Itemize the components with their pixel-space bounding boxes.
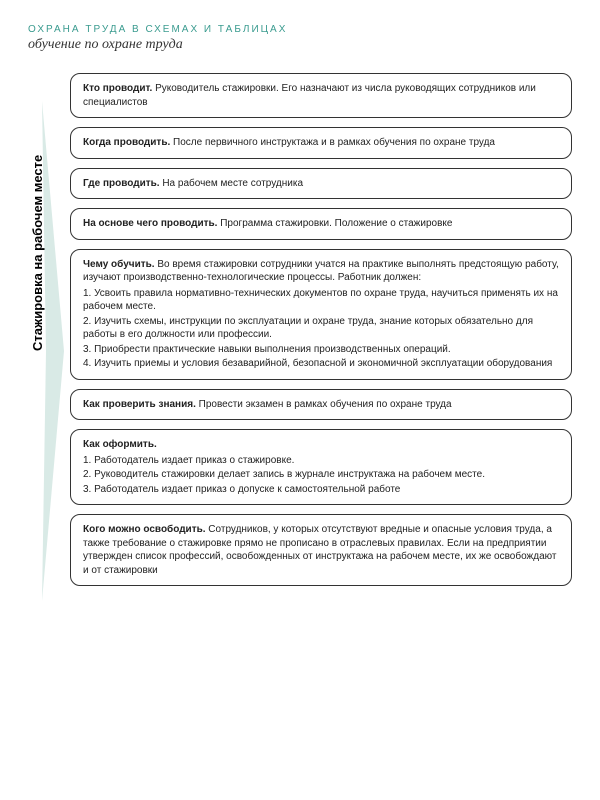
header-category: ОХРАНА ТРУДА В СХЕМАХ И ТАБЛИЦАХ <box>28 24 572 35</box>
info-box: Кого можно освободить. Сотрудников, у ко… <box>70 514 572 586</box>
box-text: На рабочем месте сотрудника <box>160 178 303 189</box>
box-line: 2. Изучить схемы, инструкции по эксплуат… <box>83 315 559 342</box>
info-box: Кто проводит. Руководитель стажировки. Е… <box>70 73 572 118</box>
info-box: Чему обучить. Во время стажировки сотруд… <box>70 249 572 380</box>
box-label: Как проверить знания. <box>83 399 196 410</box>
box-line: 4. Изучить приемы и условия безаварийной… <box>83 357 559 371</box>
box-label: Где проводить. <box>83 178 160 189</box>
box-line: 1. Усвоить правила нормативно-технически… <box>83 287 559 314</box>
box-line: 2. Руководитель стажировки делает запись… <box>83 468 559 482</box>
box-text: После первичного инструктажа и в рамках … <box>170 137 495 148</box>
box-text: Во время стажировки сотрудники учатся на… <box>83 259 559 284</box>
info-box: На основе чего проводить. Программа стаж… <box>70 208 572 240</box>
box-line: 3. Работодатель издает приказ о допуске … <box>83 483 559 497</box>
side-label: Стажировка на рабочем месте <box>30 155 45 351</box>
info-box: Когда проводить. После первичного инстру… <box>70 127 572 159</box>
box-text: Программа стажировки. Положение о стажир… <box>217 218 452 229</box>
box-line: 3. Приобрести практические навыки выполн… <box>83 343 559 357</box>
page-header: ОХРАНА ТРУДА В СХЕМАХ И ТАБЛИЦАХ обучени… <box>0 0 600 61</box>
box-text: Провести экзамен в рамках обучения по ох… <box>196 399 452 410</box>
box-label: Когда проводить. <box>83 137 170 148</box>
main-content: Стажировка на рабочем месте Кто проводит… <box>0 61 600 606</box>
box-label: Кто проводит. <box>83 83 152 94</box>
box-lines: 1. Работодатель издает приказ о стажиров… <box>83 454 559 497</box>
info-box: Как проверить знания. Провести экзамен в… <box>70 389 572 421</box>
box-lines: 1. Усвоить правила нормативно-технически… <box>83 287 559 371</box>
box-label: Как оформить. <box>83 439 157 450</box>
box-label: Кого можно освободить. <box>83 524 206 535</box>
box-label: Чему обучить. <box>83 259 155 270</box>
header-subtitle: обучение по охране труда <box>28 37 572 53</box>
info-box: Как оформить. 1. Работодатель издает прик… <box>70 429 572 505</box>
box-label: На основе чего проводить. <box>83 218 217 229</box>
box-list: Кто проводит. Руководитель стажировки. Е… <box>70 73 572 586</box>
chevron-decor <box>42 101 64 601</box>
box-line: 1. Работодатель издает приказ о стажиров… <box>83 454 559 468</box>
info-box: Где проводить. На рабочем месте сотрудни… <box>70 168 572 200</box>
